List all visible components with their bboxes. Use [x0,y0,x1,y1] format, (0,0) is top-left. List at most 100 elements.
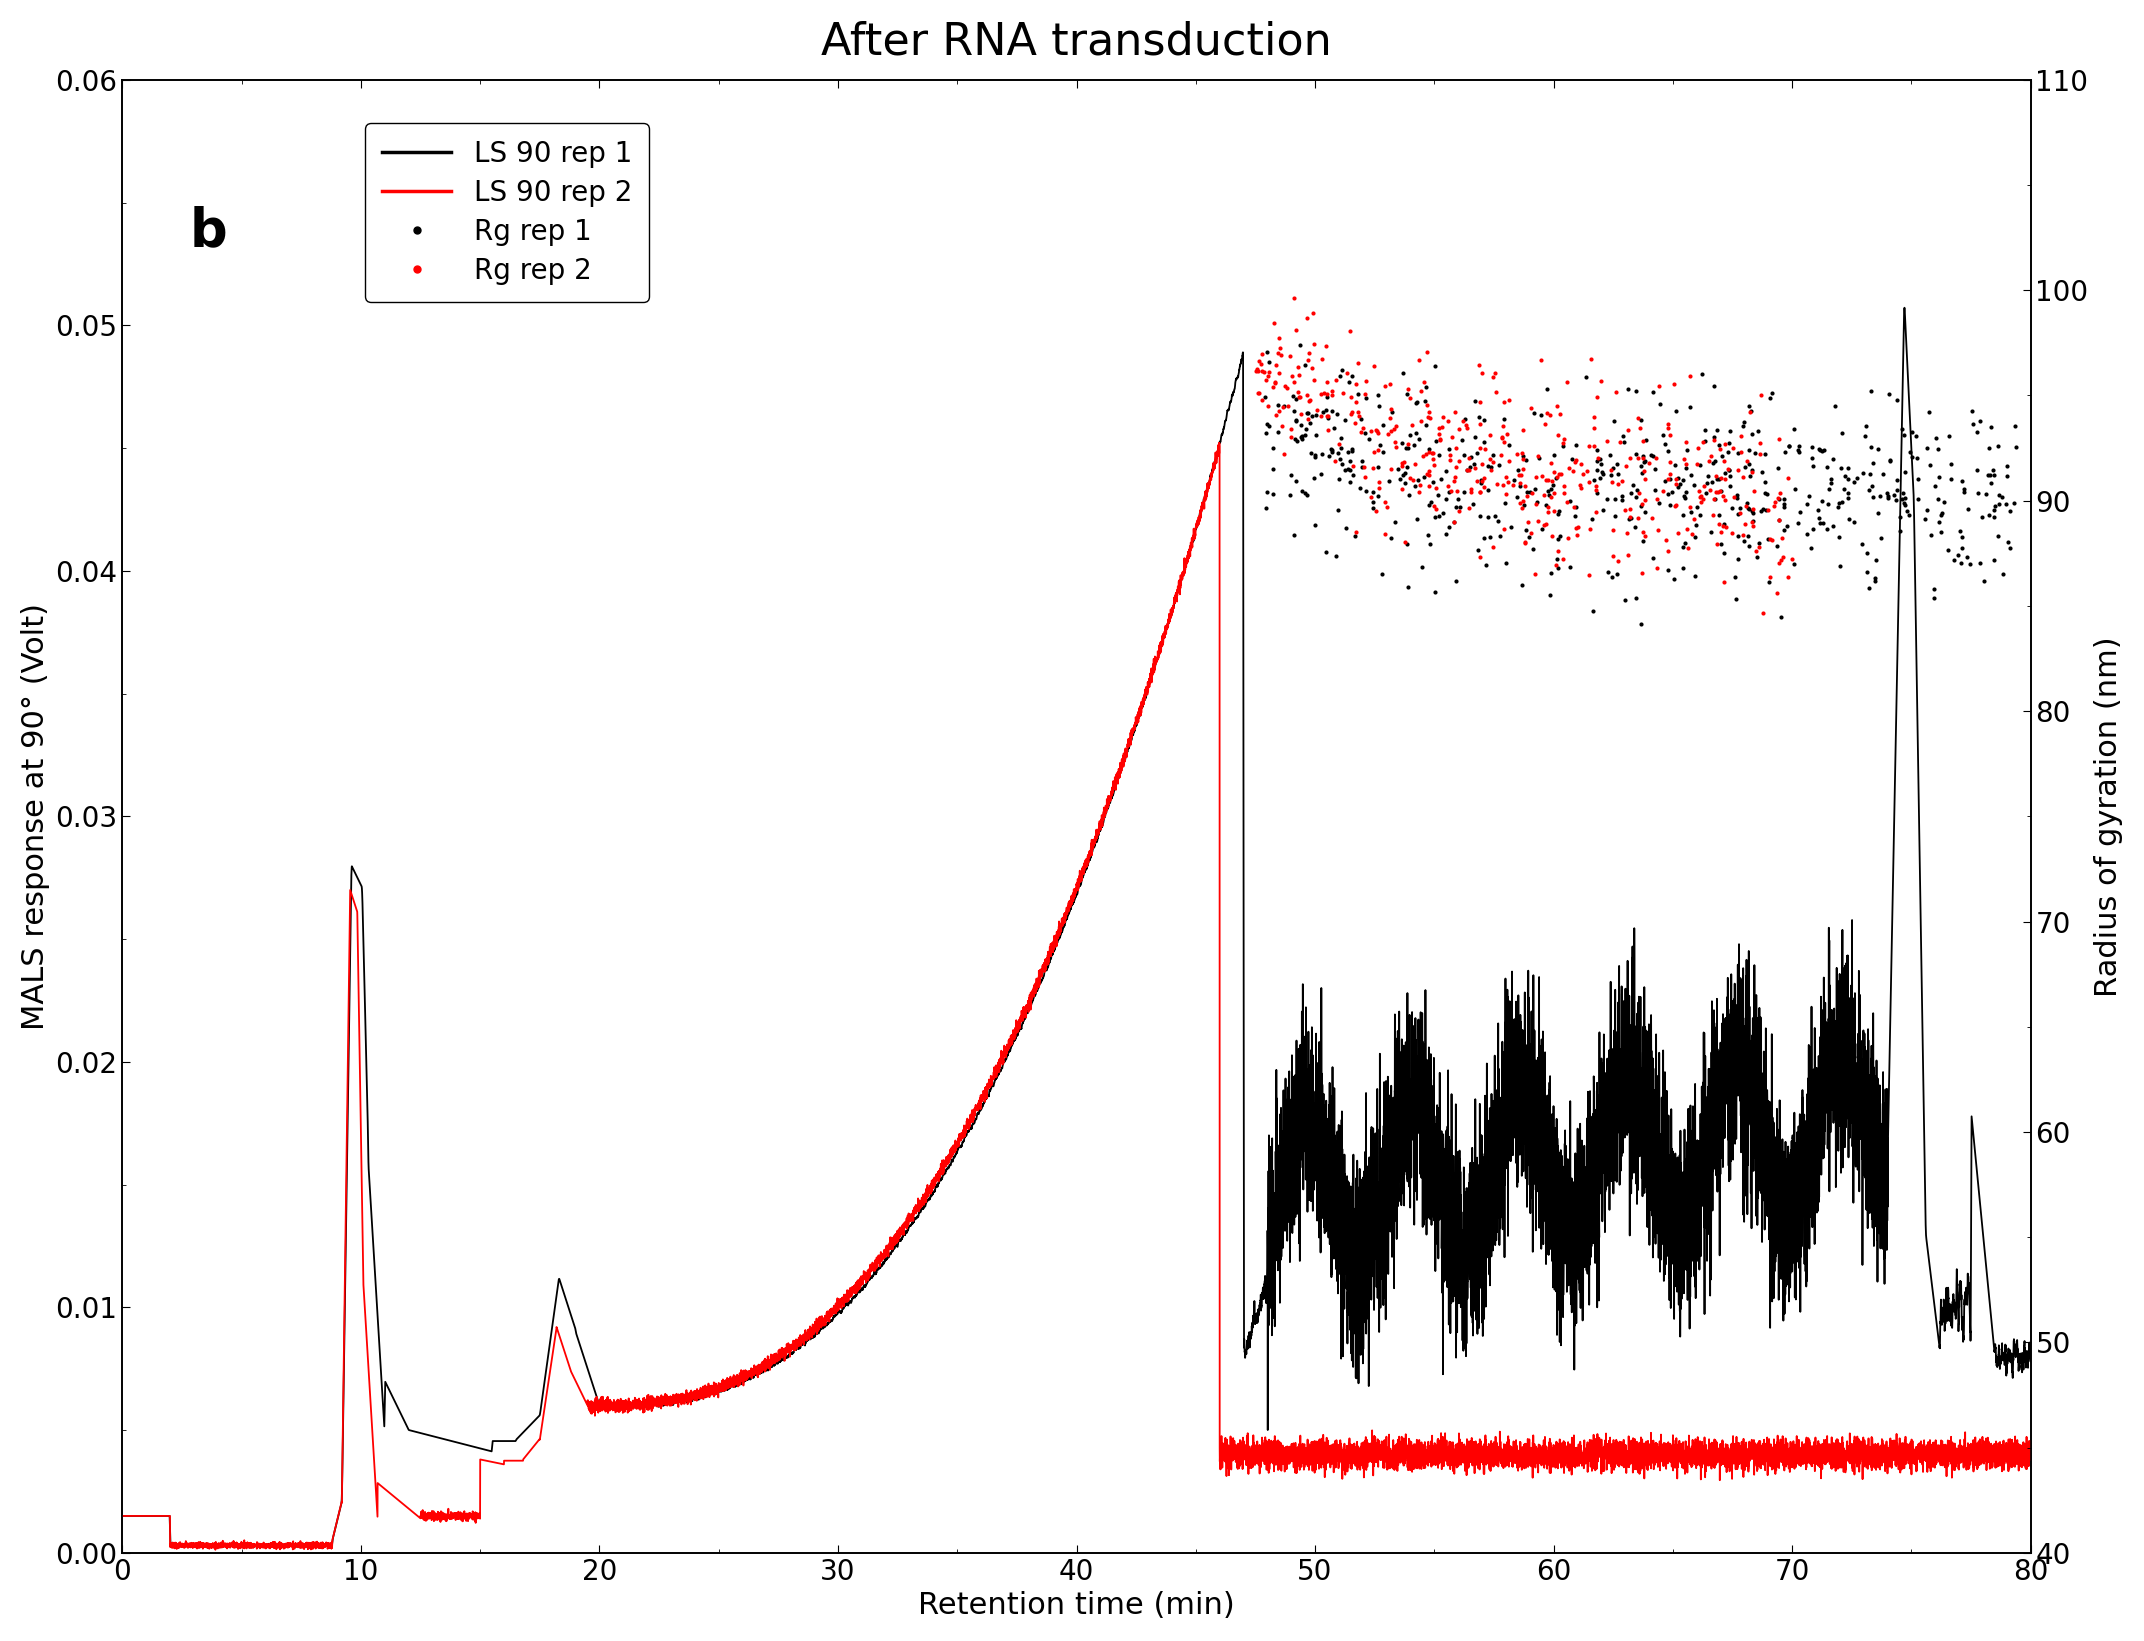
Point [1424,466,1458,492]
Point [1700,466,1734,492]
Point [1460,468,1494,494]
Point [1531,494,1565,520]
Point [1355,489,1389,515]
Point [1625,453,1659,479]
Point [1702,432,1737,458]
Point [1308,333,1342,359]
Point [1640,517,1674,543]
Point [1533,484,1567,510]
Point [1623,492,1657,519]
Point [1402,348,1436,374]
Point [1263,359,1297,386]
Point [1325,381,1359,407]
Point [1685,361,1719,387]
Point [1921,486,1955,512]
Point [1625,528,1659,555]
Point [1741,543,1775,569]
Point [1445,409,1479,435]
Point [1529,510,1563,537]
Point [1439,455,1473,481]
Point [1732,451,1767,478]
Point [1795,433,1829,459]
Point [1580,445,1614,471]
Point [1859,568,1893,594]
Point [1336,399,1370,425]
Point [1492,448,1527,474]
Point [1857,450,1891,476]
Point [1739,440,1773,466]
Point [1762,479,1797,505]
Point [1859,565,1893,591]
Point [1462,353,1497,379]
Point [1767,491,1801,517]
Point [1569,458,1604,484]
Point [1424,414,1458,440]
Point [1439,399,1473,425]
Point [1421,420,1456,446]
Point [1336,461,1370,487]
Point [1387,528,1421,555]
Point [1754,384,1788,410]
Point [1379,414,1413,440]
Point [1726,528,1760,555]
Point [1546,430,1580,456]
Point [1366,438,1400,464]
Point [1308,538,1342,565]
Point [1374,395,1409,422]
Point [1361,469,1396,496]
Point [1668,428,1702,455]
Point [1850,560,1885,586]
Point [1295,300,1329,327]
Point [1606,428,1640,455]
Point [1488,481,1522,507]
Point [1550,525,1584,551]
Point [1702,502,1737,528]
Point [1278,369,1312,395]
Point [1282,361,1316,387]
Point [1314,377,1349,404]
Point [1852,478,1887,504]
Point [1719,482,1754,509]
Point [1509,473,1544,499]
Point [1539,551,1574,578]
Point [1539,394,1574,420]
Point [1387,459,1421,486]
Point [1625,491,1659,517]
Point [1865,461,1900,487]
Point [1915,522,1949,548]
Point [1400,505,1434,532]
Point [1398,451,1432,478]
Point [1456,491,1490,517]
Point [1670,515,1704,542]
Point [1606,468,1640,494]
Point [1880,466,1915,492]
Point [1441,417,1475,443]
Point [1612,445,1647,471]
Point [1743,440,1777,466]
Point [1747,479,1782,505]
Point [1681,451,1715,478]
Point [1561,514,1595,540]
Point [1814,469,1848,496]
Point [1509,479,1544,505]
Point [1505,440,1539,466]
Point [1649,468,1683,494]
Point [1278,317,1312,343]
Point [1276,363,1310,389]
Point [1466,407,1501,433]
Point [1737,509,1771,535]
Point [1289,415,1323,441]
Point [1359,417,1394,443]
Point [1912,453,1947,479]
Point [1917,586,1951,612]
Point [1863,525,1897,551]
Point [1387,450,1421,476]
Y-axis label: MALS response at 90° (Volt): MALS response at 90° (Volt) [21,602,49,1031]
Point [1432,437,1466,463]
Point [1278,468,1312,494]
Point [1702,478,1737,504]
Point [1531,499,1565,525]
Point [1790,522,1825,548]
Point [1462,479,1497,505]
Point [1278,386,1312,412]
